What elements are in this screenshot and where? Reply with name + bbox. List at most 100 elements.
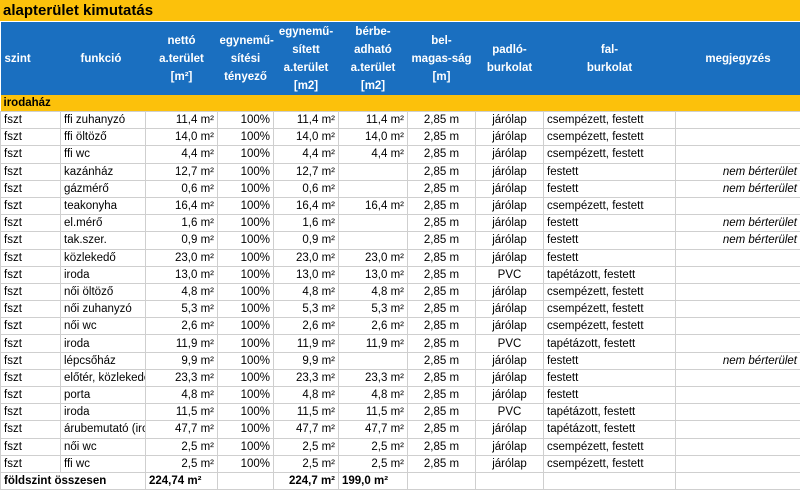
cell-belmagassag: 2,85 m <box>408 146 476 163</box>
cell-netto: 9,9 m² <box>146 352 218 369</box>
cell-falburkolat: festett <box>544 163 676 180</box>
cell-padloburkolat: járólap <box>476 249 544 266</box>
cell-egynemusitett: 47,7 m² <box>274 421 339 438</box>
header-line: bérbe- <box>341 23 406 41</box>
cell-belmagassag: 2,85 m <box>408 163 476 180</box>
cell-falburkolat: festett <box>544 352 676 369</box>
cell-belmagassag: 2,85 m <box>408 112 476 129</box>
cell-netto: 12,7 m² <box>146 163 218 180</box>
cell-szint: fszt <box>1 249 61 266</box>
cell-belmagassag: 2,85 m <box>408 421 476 438</box>
cell-funkcio: ffi zuhanyzó <box>61 112 146 129</box>
cell-egynemusitesi-tenyezo: 100% <box>218 112 274 129</box>
header-line: nettó <box>148 32 216 50</box>
cell-falburkolat: csempézett, festett <box>544 455 676 472</box>
cell-padloburkolat: járólap <box>476 232 544 249</box>
cell-megjegyzes <box>676 455 800 472</box>
cell-belmagassag: 2,85 m <box>408 266 476 283</box>
cell-egynemusitesi-tenyezo: 100% <box>218 283 274 300</box>
cell-berbeadhato: 11,5 m² <box>339 404 408 421</box>
cell-egynemusitesi-tenyezo: 100% <box>218 387 274 404</box>
cell-szint: fszt <box>1 266 61 283</box>
cell-megjegyzes <box>676 197 800 214</box>
cell-falburkolat: csempézett, festett <box>544 197 676 214</box>
cell-egynemusitesi-tenyezo: 100% <box>218 369 274 386</box>
cell-falburkolat: festett <box>544 387 676 404</box>
cell-funkcio: női wc <box>61 438 146 455</box>
cell-szint: fszt <box>1 301 61 318</box>
cell-padloburkolat: PVC <box>476 266 544 283</box>
section-label: irodaház <box>1 95 800 112</box>
cell-belmagassag: 2,85 m <box>408 283 476 300</box>
cell-egynemusitett: 16,4 m² <box>274 197 339 214</box>
header-line: [m2] <box>341 77 406 95</box>
cell-egynemusitett: 4,8 m² <box>274 387 339 404</box>
cell-egynemusitesi-tenyezo: 100% <box>218 266 274 283</box>
cell-egynemusitesi-tenyezo: 100% <box>218 232 274 249</box>
cell-netto: 5,3 m² <box>146 301 218 318</box>
header-line: padló- <box>478 41 542 59</box>
cell-padloburkolat: járólap <box>476 318 544 335</box>
cell-megjegyzes <box>676 421 800 438</box>
cell-falburkolat: csempézett, festett <box>544 146 676 163</box>
cell-egynemusitett: 2,5 m² <box>274 455 339 472</box>
cell-egynemusitett: 0,9 m² <box>274 232 339 249</box>
cell-egynemusitett: 11,5 m² <box>274 404 339 421</box>
cell-berbeadhato: 11,9 m² <box>339 335 408 352</box>
cell-szint: fszt <box>1 112 61 129</box>
header-line: burkolat <box>546 59 674 77</box>
cell-berbeadhato <box>339 232 408 249</box>
cell-netto: 1,6 m² <box>146 215 218 232</box>
cell-egynemusitett: 0,6 m² <box>274 180 339 197</box>
header-line: a.terület <box>276 59 337 77</box>
cell-netto: 23,3 m² <box>146 369 218 386</box>
cell-padloburkolat: járólap <box>476 180 544 197</box>
cell-funkcio: lépcsőház <box>61 352 146 369</box>
cell-egynemusitett: 13,0 m² <box>274 266 339 283</box>
cell-szint: fszt <box>1 215 61 232</box>
cell-belmagassag: 2,85 m <box>408 301 476 318</box>
cell-padloburkolat: járólap <box>476 438 544 455</box>
cell-szint: fszt <box>1 387 61 404</box>
cell-egynemusitesi-tenyezo: 100% <box>218 249 274 266</box>
cell-padloburkolat: járólap <box>476 421 544 438</box>
cell-padloburkolat: járólap <box>476 369 544 386</box>
cell-berbeadhato: 47,7 m² <box>339 421 408 438</box>
cell-berbeadhato <box>339 352 408 369</box>
cell-szint: fszt <box>1 318 61 335</box>
cell-padloburkolat: járólap <box>476 112 544 129</box>
cell-falburkolat: tapétázott, festett <box>544 421 676 438</box>
cell-megjegyzes <box>676 318 800 335</box>
cell-szint: fszt <box>1 421 61 438</box>
cell-funkcio: női zuhanyzó <box>61 301 146 318</box>
cell-belmagassag: 2,85 m <box>408 215 476 232</box>
cell-falburkolat: csempézett, festett <box>544 283 676 300</box>
cell-egynemusitesi-tenyezo: 100% <box>218 438 274 455</box>
total-label: földszint összesen <box>1 472 146 489</box>
cell-funkcio: porta <box>61 387 146 404</box>
header-line: bel- <box>410 32 474 50</box>
cell-megjegyzes <box>676 369 800 386</box>
cell-megjegyzes <box>676 266 800 283</box>
cell-falburkolat: festett <box>544 232 676 249</box>
cell-padloburkolat: járólap <box>476 215 544 232</box>
cell-falburkolat: csempézett, festett <box>544 318 676 335</box>
cell-netto: 11,5 m² <box>146 404 218 421</box>
cell-netto: 23,0 m² <box>146 249 218 266</box>
cell-egynemusitesi-tenyezo: 100% <box>218 180 274 197</box>
cell-netto: 13,0 m² <box>146 266 218 283</box>
cell-szint: fszt <box>1 455 61 472</box>
cell-falburkolat: tapétázott, festett <box>544 266 676 283</box>
